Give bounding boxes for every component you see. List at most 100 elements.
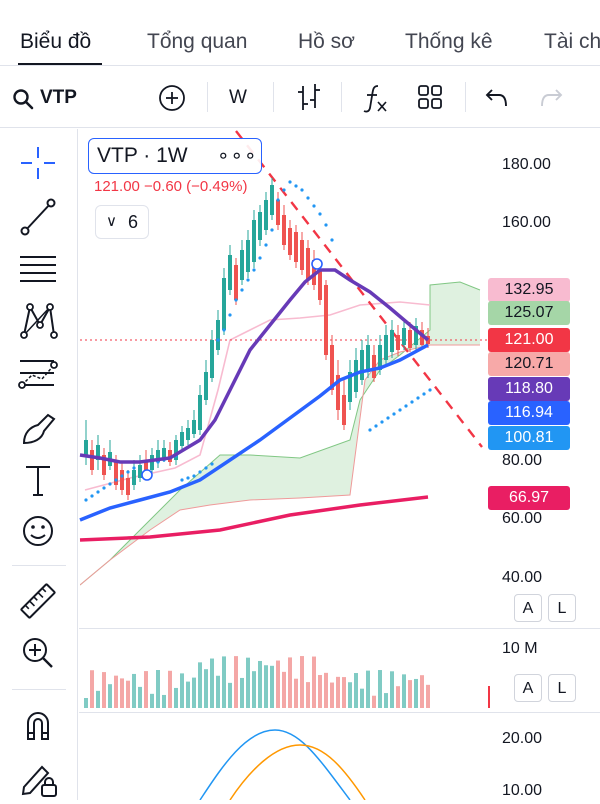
candle-body: [342, 395, 346, 425]
fib-retracement-icon[interactable]: [14, 247, 62, 291]
candle-body: [270, 185, 274, 215]
indicators-icon[interactable]: [360, 82, 390, 114]
tab-financials[interactable]: Tài ch: [544, 30, 600, 53]
pane-divider[interactable]: [79, 628, 600, 629]
sar-dot: [318, 212, 322, 216]
tab-chart[interactable]: Biểu đồ: [20, 30, 92, 53]
sar-dot: [380, 420, 384, 424]
price-axis-label: 80.00: [502, 452, 543, 469]
volume-bar: [264, 665, 268, 708]
symbol-search-button[interactable]: VTP: [12, 84, 112, 112]
pane-divider[interactable]: [79, 712, 600, 713]
candle-body: [312, 260, 316, 285]
sar-dot: [428, 388, 432, 392]
magnet-icon[interactable]: [14, 703, 62, 747]
lock-pencil-icon[interactable]: [14, 755, 62, 799]
undo-icon[interactable]: [484, 86, 510, 110]
volume-bar: [324, 672, 328, 708]
price-axis-label: 40.00: [502, 569, 543, 586]
volume-bar: [402, 674, 406, 708]
zoom-in-icon[interactable]: [14, 631, 62, 675]
sar-dot: [288, 180, 292, 184]
log-scale-button-volume[interactable]: L: [548, 674, 576, 702]
candle-body: [210, 340, 214, 378]
price-tag: 116.94: [488, 401, 570, 425]
candle-body: [150, 455, 154, 470]
trend-line-drawing: [235, 130, 483, 448]
price-tag: 120.71: [488, 352, 570, 376]
ruler-icon[interactable]: [14, 579, 62, 623]
candle-body: [234, 265, 238, 300]
candle-body: [306, 248, 310, 280]
candle-body: [228, 255, 232, 290]
sar-dot: [204, 466, 208, 470]
candle-body: [162, 448, 166, 458]
candle-body: [294, 232, 298, 262]
cloud-span-a: [80, 281, 481, 586]
candle-body: [396, 335, 400, 350]
add-symbol-icon[interactable]: [157, 83, 187, 113]
layout-icon[interactable]: [417, 84, 443, 110]
indicators-collapse-button[interactable]: ∨ 6: [95, 205, 149, 239]
pattern-icon[interactable]: [14, 299, 62, 343]
candle-body: [240, 250, 244, 280]
sar-dot: [270, 228, 274, 232]
volume-bar: [228, 682, 232, 708]
sar-dot: [392, 412, 396, 416]
tab-profile[interactable]: Hồ sơ: [298, 30, 355, 53]
volume-bar: [156, 670, 160, 708]
volume-bar: [360, 688, 364, 708]
volume-bar: [126, 680, 130, 708]
volume-bar: [204, 669, 208, 708]
sar-dot: [386, 416, 390, 420]
sar-dot: [90, 494, 94, 498]
trend-line-icon[interactable]: [14, 195, 62, 239]
volume-bar: [138, 686, 142, 708]
volume-bar: [132, 673, 136, 708]
toolbar-divider: [207, 82, 208, 112]
candle-body: [402, 328, 406, 345]
volume-bar: [96, 690, 100, 708]
candle-body: [258, 212, 262, 240]
candle-body: [222, 278, 226, 330]
emoji-icon[interactable]: [14, 509, 62, 553]
tab-statistics[interactable]: Thống kê: [405, 30, 493, 53]
candle-body: [330, 345, 334, 390]
price-tag: 132.95: [488, 278, 570, 302]
more-options-icon[interactable]: ∘∘∘: [217, 145, 258, 167]
candle-body: [420, 330, 424, 345]
volume-bar: [252, 671, 256, 708]
volume-bar: [108, 684, 112, 708]
oscillator-axis-label: 10.00: [502, 782, 543, 799]
sar-dot: [306, 196, 310, 200]
volume-bar: [222, 656, 226, 708]
volume-bar: [396, 686, 400, 708]
text-icon[interactable]: [14, 459, 62, 503]
prediction-icon[interactable]: [14, 351, 62, 395]
auto-scale-button[interactable]: A: [514, 594, 542, 622]
redo-icon[interactable]: [538, 86, 564, 110]
brush-icon[interactable]: [14, 407, 62, 451]
volume-bar: [384, 693, 388, 708]
alert-marker: [311, 258, 323, 270]
symbol-legend[interactable]: VTP · 1W ∘∘∘: [88, 138, 262, 174]
candle-body: [318, 270, 322, 300]
crosshair-icon[interactable]: [14, 141, 62, 185]
volume-bar: [216, 675, 220, 708]
volume-bar: [378, 670, 382, 708]
tab-overview[interactable]: Tổng quan: [147, 30, 248, 53]
interval-button[interactable]: W: [229, 87, 247, 108]
candle-body: [198, 395, 202, 430]
candle-body: [144, 460, 148, 475]
log-scale-button[interactable]: L: [548, 594, 576, 622]
volume-bar: [408, 680, 412, 708]
volume-bar: [372, 695, 376, 708]
volume-axis-label: 10 M: [502, 640, 538, 657]
volume-bar: [186, 681, 190, 708]
auto-scale-button-volume[interactable]: A: [514, 674, 542, 702]
volume-bar: [366, 670, 370, 708]
bar-style-icon[interactable]: [294, 82, 324, 114]
sar-dot: [96, 490, 100, 494]
cloud-span-b: [80, 344, 480, 586]
